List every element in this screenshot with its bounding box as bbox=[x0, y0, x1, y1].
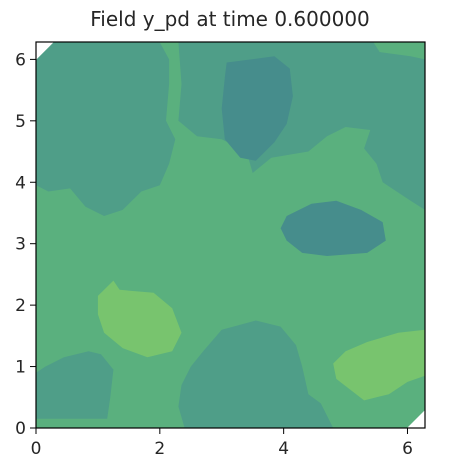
center-right-dark-patch bbox=[280, 200, 386, 256]
upper-left-patch bbox=[36, 42, 176, 217]
bottom-left-patch bbox=[36, 351, 114, 419]
y-tick-label: 4 bbox=[15, 173, 26, 193]
y-tick-label: 3 bbox=[15, 235, 26, 255]
y-tick-label: 6 bbox=[15, 50, 26, 70]
chart-title: Field y_pd at time 0.600000 bbox=[90, 7, 370, 31]
x-tick-label: 6 bbox=[402, 439, 413, 459]
x-tick-label: 0 bbox=[31, 439, 42, 459]
y-tick-label: 2 bbox=[15, 296, 26, 316]
axes-frame bbox=[35, 41, 426, 429]
y-tick-label: 5 bbox=[15, 112, 26, 132]
x-tick-label: 2 bbox=[154, 439, 165, 459]
x-tick-label: 4 bbox=[278, 439, 289, 459]
x-axis: 0 2 4 6 bbox=[31, 428, 413, 459]
y-tick-label: 0 bbox=[15, 419, 26, 439]
top-center-dark-patch bbox=[221, 56, 293, 161]
bottom-center-patch bbox=[178, 320, 334, 428]
plot-area bbox=[36, 42, 425, 428]
y-axis: 0 1 2 3 4 5 6 bbox=[15, 50, 36, 439]
y-tick-label: 1 bbox=[15, 358, 26, 378]
center-left-light-patch bbox=[97, 280, 182, 358]
bottom-right-light-patch bbox=[333, 329, 425, 401]
